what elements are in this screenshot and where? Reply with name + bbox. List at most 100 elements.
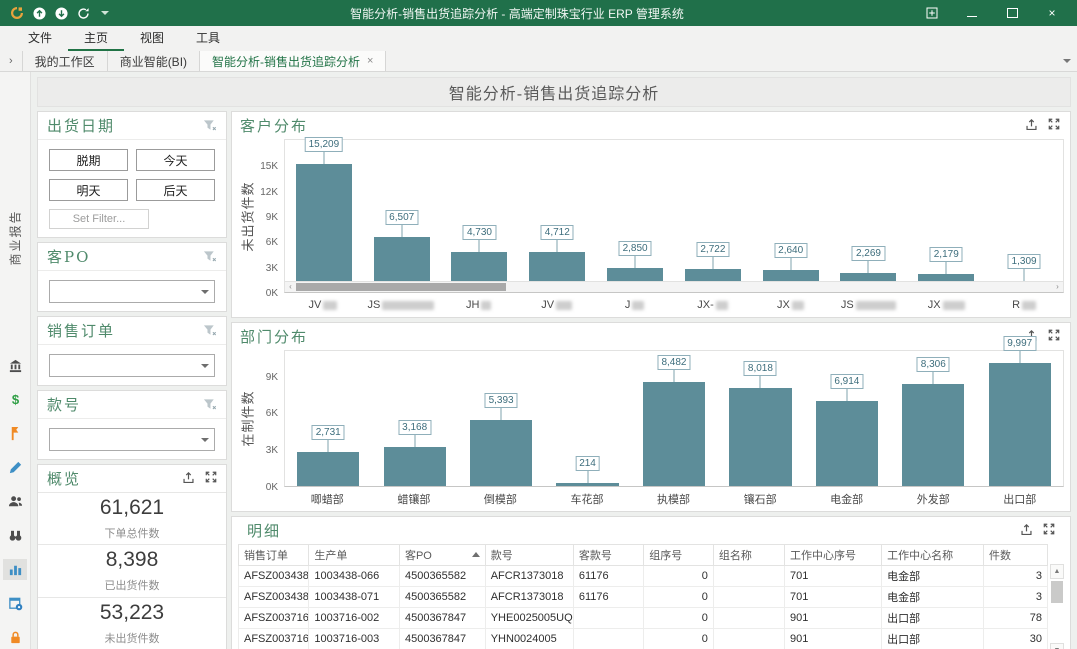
bar[interactable]: [729, 388, 792, 486]
cell[interactable]: 78: [983, 607, 1048, 629]
dollar-icon[interactable]: $: [3, 389, 27, 410]
customer-po-combobox[interactable]: [49, 280, 215, 303]
cell[interactable]: 1003438-071: [308, 586, 400, 608]
tab-2[interactable]: 智能分析-销售出货追踪分析 ×: [200, 51, 387, 71]
cell[interactable]: 901: [784, 607, 883, 629]
cell[interactable]: YHE0025005UQ: [484, 607, 574, 629]
column-header-8[interactable]: 工作中心名称: [881, 544, 985, 566]
cell[interactable]: 0: [643, 628, 714, 649]
filter-icon[interactable]: [203, 119, 217, 132]
form-settings-icon[interactable]: [3, 593, 27, 614]
cell[interactable]: 出口部: [881, 607, 985, 629]
column-header-1[interactable]: 生产单: [308, 544, 400, 566]
lock-icon[interactable]: [3, 627, 27, 648]
column-header-6[interactable]: 组名称: [712, 544, 786, 566]
bar[interactable]: [642, 382, 706, 486]
bank-icon[interactable]: [3, 355, 27, 376]
expand-icon[interactable]: [1048, 118, 1060, 133]
menu-item-1[interactable]: 主页: [68, 25, 125, 51]
cell[interactable]: AFCR1373018: [484, 565, 574, 587]
date-filter-button-0[interactable]: 脱期: [49, 149, 128, 171]
scroll-up-icon[interactable]: ▲: [1050, 564, 1064, 579]
cell[interactable]: 电金部: [881, 586, 985, 608]
column-header-7[interactable]: 工作中心序号: [784, 544, 883, 566]
nav-down-icon[interactable]: [55, 6, 68, 20]
cell[interactable]: 4500365582: [398, 586, 486, 608]
binoculars-icon[interactable]: [3, 525, 27, 546]
tab-list-caret-icon[interactable]: [1063, 59, 1071, 63]
column-header-2[interactable]: 客PO: [398, 544, 486, 566]
date-filter-button-3[interactable]: 后天: [136, 179, 215, 201]
bar-chart-icon[interactable]: [3, 559, 27, 580]
expand-icon[interactable]: [205, 471, 217, 486]
minimize-icon[interactable]: [965, 6, 979, 20]
flag-icon[interactable]: [3, 423, 27, 444]
cell[interactable]: [712, 607, 786, 629]
export-icon[interactable]: [182, 471, 195, 487]
chevron-right-icon[interactable]: ›: [9, 55, 13, 67]
cell[interactable]: AFSZ003716: [237, 628, 310, 649]
cell[interactable]: 电金部: [881, 565, 985, 587]
scroll-thumb[interactable]: [1051, 581, 1063, 603]
cell[interactable]: 0: [643, 586, 714, 608]
cell[interactable]: AFSZ003716: [237, 607, 310, 629]
cell[interactable]: AFCR1373018: [484, 586, 574, 608]
dock-window-icon[interactable]: [925, 6, 939, 20]
cell[interactable]: 4500367847: [398, 628, 486, 649]
tab-1[interactable]: 商业智能(BI): [108, 51, 201, 71]
menu-item-0[interactable]: 文件: [28, 31, 53, 45]
scroll-thumb[interactable]: [296, 283, 507, 291]
cell[interactable]: [712, 565, 786, 587]
column-header-3[interactable]: 款号: [484, 544, 574, 566]
bar[interactable]: [988, 363, 1051, 486]
app-logo-icon[interactable]: [10, 6, 24, 20]
cell[interactable]: 1003438-066: [308, 565, 400, 587]
filter-icon[interactable]: [203, 324, 217, 337]
cell[interactable]: 0: [643, 565, 714, 587]
cell[interactable]: AFSZ003438: [237, 565, 310, 587]
cell[interactable]: [712, 628, 786, 649]
users-icon[interactable]: [3, 491, 27, 512]
export-icon[interactable]: [1025, 118, 1038, 134]
column-header-5[interactable]: 组序号: [643, 544, 714, 566]
cell[interactable]: 4500365582: [398, 565, 486, 587]
bar[interactable]: [902, 384, 965, 486]
rail-group-label[interactable]: 商业报告: [8, 208, 23, 266]
filter-icon[interactable]: [203, 250, 217, 263]
cell[interactable]: [712, 586, 786, 608]
scroll-down-icon[interactable]: ▼: [1050, 643, 1064, 649]
scroll-right-icon[interactable]: ›: [1056, 282, 1059, 291]
set-filter-button[interactable]: Set Filter...: [49, 209, 149, 229]
maximize-icon[interactable]: [1005, 6, 1019, 20]
menu-item-3[interactable]: 工具: [196, 31, 221, 45]
tab-close-icon[interactable]: ×: [367, 54, 374, 67]
cell[interactable]: 61176: [572, 586, 645, 608]
filter-icon[interactable]: [203, 398, 217, 411]
bar[interactable]: [383, 447, 446, 486]
column-header-4[interactable]: 客款号: [572, 544, 645, 566]
cell[interactable]: [572, 628, 645, 649]
menu-item-2[interactable]: 视图: [140, 31, 165, 45]
date-filter-button-1[interactable]: 今天: [136, 149, 215, 171]
sales-order-combobox[interactable]: [49, 354, 215, 377]
expand-icon[interactable]: [1043, 523, 1055, 538]
cell[interactable]: 出口部: [881, 628, 985, 649]
cell[interactable]: 1003716-002: [308, 607, 400, 629]
edit-icon[interactable]: [3, 457, 27, 478]
scroll-left-icon[interactable]: ‹: [289, 282, 292, 291]
chart-horizontal-scrollbar[interactable]: ‹ ›: [285, 281, 1063, 292]
bar[interactable]: [297, 452, 360, 486]
date-filter-button-2[interactable]: 明天: [49, 179, 128, 201]
column-header-9[interactable]: 件数: [983, 544, 1048, 566]
cell[interactable]: 30: [983, 628, 1048, 649]
cell[interactable]: 3: [983, 565, 1048, 587]
refresh-icon[interactable]: [77, 7, 90, 20]
cell[interactable]: 701: [784, 565, 883, 587]
cell[interactable]: 4500367847: [398, 607, 486, 629]
bar[interactable]: [556, 483, 619, 486]
column-header-0[interactable]: 销售订单: [237, 544, 310, 566]
cell[interactable]: 3: [983, 586, 1048, 608]
nav-up-icon[interactable]: [33, 6, 46, 20]
cell[interactable]: 0: [643, 607, 714, 629]
cell[interactable]: YHN0024005: [484, 628, 574, 649]
